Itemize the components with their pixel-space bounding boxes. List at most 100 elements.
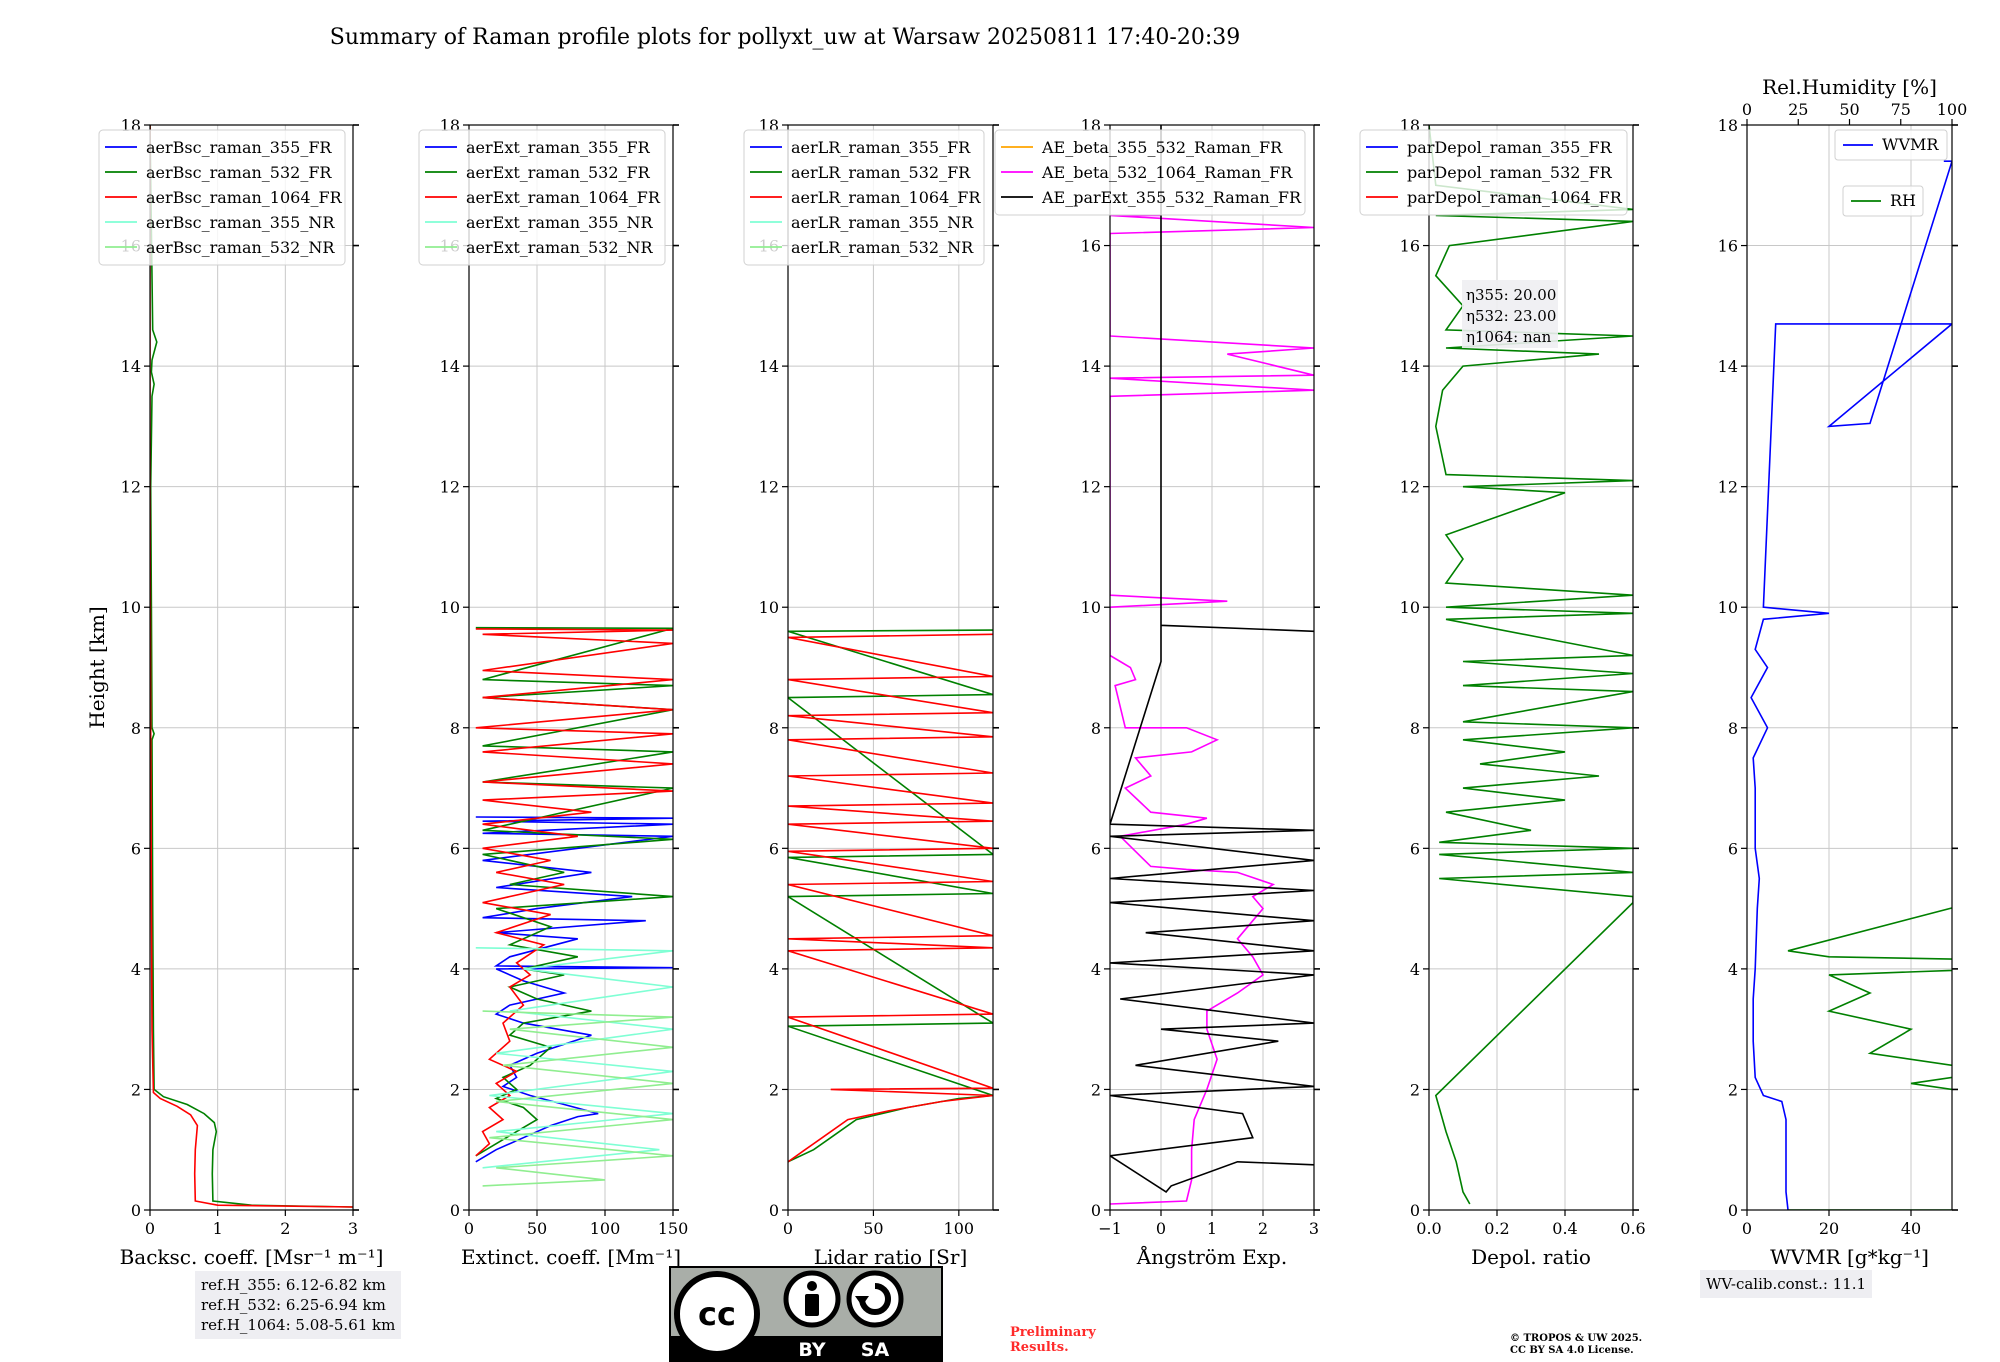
y-tick-label: 6 — [1091, 839, 1101, 858]
y-tick-label: 2 — [1728, 1080, 1738, 1099]
legend-label: WVMR — [1882, 135, 1939, 154]
y-tick-label: 6 — [1728, 839, 1738, 858]
y-tick-label: 4 — [131, 960, 141, 979]
x-tick-label: 0 — [1156, 1219, 1166, 1238]
legend-label: aerBsc_raman_532_FR — [146, 163, 332, 182]
x-tick-label: 1 — [1207, 1219, 1217, 1238]
axes-frame — [468, 124, 674, 1211]
y-tick-label: 12 — [1718, 478, 1738, 497]
y-tick-label: 0 — [1410, 1201, 1420, 1220]
y-tick-label: 4 — [1410, 960, 1420, 979]
legend-box — [1842, 185, 1924, 217]
y-tick-label: 4 — [1091, 960, 1101, 979]
y-tick-label: 0 — [131, 1201, 141, 1220]
panel-backscatter: 0246810121416180123Backsc. coeff. [Msr⁻¹… — [85, 116, 383, 1269]
legend-box — [1834, 129, 1948, 161]
series-line-aerExt_raman_1064_FR — [475, 628, 673, 1157]
wv-calib-const: WV-calib.const.: 11.1 — [1706, 1275, 1867, 1293]
eta-annotation-box — [1462, 280, 1558, 348]
eta-annotation-line: η355: 20.00 — [1466, 286, 1556, 304]
x-tick-label: 3 — [1309, 1219, 1319, 1238]
legend-label: AE_beta_532_1064_Raman_FR — [1041, 163, 1293, 182]
y-tick-label: 6 — [1410, 839, 1420, 858]
series-line-RH — [1787, 787, 1952, 1210]
copyright-line-2: CC BY SA 4.0 License. — [1510, 1345, 1634, 1356]
x-tick-label: 50 — [527, 1219, 547, 1238]
x-tick-label: 100 — [590, 1219, 621, 1238]
legend-label: parDepol_raman_355_FR — [1407, 138, 1613, 157]
legend-label: aerBsc_raman_1064_FR — [146, 188, 343, 207]
x-tick-label: 0 — [783, 1219, 793, 1238]
ref-height-1064: ref.H_1064: 5.08-5.61 km — [201, 1316, 396, 1334]
x-tick-label: 20 — [1819, 1219, 1839, 1238]
y-tick-label: 12 — [440, 478, 460, 497]
x-tick-label: 1 — [213, 1219, 223, 1238]
y-tick-label: 16 — [1081, 237, 1101, 256]
legend-label: aerLR_raman_355_NR — [791, 213, 974, 232]
x-tick-label: 0 — [145, 1219, 155, 1238]
y-tick-label: 2 — [1410, 1080, 1420, 1099]
x-tick-label: 40 — [1901, 1219, 1921, 1238]
y-tick-label: 0 — [1728, 1201, 1738, 1220]
y-tick-label: 14 — [1718, 357, 1738, 376]
series-line-aerExt_raman_532_FR — [475, 626, 673, 1157]
y-tick-label: 2 — [1091, 1080, 1101, 1099]
y-tick-label: 16 — [1718, 237, 1738, 256]
series-line-WVMR — [1750, 160, 1952, 1210]
y-tick-label: 10 — [1081, 598, 1101, 617]
legend-label: parDepol_raman_1064_FR — [1407, 188, 1623, 207]
eta-annotation-line: η532: 23.00 — [1466, 307, 1556, 325]
legend-label: RH — [1890, 191, 1916, 210]
y-tick-label: 8 — [450, 719, 460, 738]
x-axis-label: Extinct. coeff. [Mm⁻¹] — [461, 1245, 681, 1269]
top-x-tick-label: 50 — [1839, 100, 1859, 119]
legend-box — [98, 129, 346, 266]
wv-calib-box: WV-calib.const.: 11.1 — [1700, 1270, 1873, 1298]
series-line-AE_parExt_355_532_Raman_FR — [1110, 125, 1314, 1193]
legend-label: aerExt_raman_355_NR — [466, 213, 654, 232]
by-person-body — [805, 1294, 819, 1316]
x-axis-label: Ångström Exp. — [1136, 1244, 1287, 1269]
preliminary-note: Preliminary Results. — [1010, 1325, 1096, 1355]
y-tick-label: 12 — [1400, 478, 1420, 497]
y-tick-label: 10 — [121, 598, 141, 617]
cc-logo-icon — [674, 1271, 760, 1357]
y-tick-label: 6 — [450, 839, 460, 858]
y-tick-label: 8 — [1728, 719, 1738, 738]
y-tick-label: 10 — [1400, 598, 1420, 617]
y-tick-label: 0 — [1091, 1201, 1101, 1220]
legend-box — [743, 129, 985, 266]
y-tick-label: 8 — [131, 719, 141, 738]
preliminary-line-2: Results. — [1010, 1340, 1069, 1355]
legend-label: AE_parExt_355_532_Raman_FR — [1041, 188, 1302, 207]
y-tick-label: 14 — [440, 357, 460, 376]
eta-annotation-line: η1064: nan — [1466, 328, 1552, 346]
ref-height-532: ref.H_532: 6.25-6.94 km — [201, 1296, 386, 1314]
y-tick-label: 6 — [769, 839, 779, 858]
y-tick-label: 14 — [1081, 357, 1101, 376]
x-tick-label: 0 — [1742, 1219, 1752, 1238]
axes-frame — [1746, 124, 1953, 1211]
x-axis-label: Backsc. coeff. [Msr⁻¹ m⁻¹] — [120, 1245, 384, 1269]
legend-label: aerBsc_raman_355_NR — [146, 213, 335, 232]
series-line-aerExt_raman_355_NR — [475, 947, 673, 1169]
y-tick-label: 4 — [1728, 960, 1738, 979]
x-tick-label: 0.4 — [1552, 1219, 1577, 1238]
y-tick-label: 2 — [131, 1080, 141, 1099]
legend-label: aerExt_raman_532_NR — [466, 238, 654, 257]
y-axis-label: Height [km] — [85, 606, 109, 728]
legend-label: aerLR_raman_1064_FR — [791, 188, 981, 207]
y-tick-label: 8 — [769, 719, 779, 738]
preliminary-line-1: Preliminary — [1010, 1325, 1096, 1340]
x-tick-label: 2 — [1258, 1219, 1268, 1238]
y-tick-label: 10 — [440, 598, 460, 617]
copyright-line-1: © TROPOS & UW 2025. — [1510, 1333, 1643, 1344]
axes-frame — [787, 124, 994, 1211]
cc-license-badge: cc BY SA — [669, 1266, 943, 1362]
panel-extinction: 024681012141618050100150Extinct. coeff. … — [418, 116, 688, 1269]
y-tick-label: 12 — [121, 478, 141, 497]
